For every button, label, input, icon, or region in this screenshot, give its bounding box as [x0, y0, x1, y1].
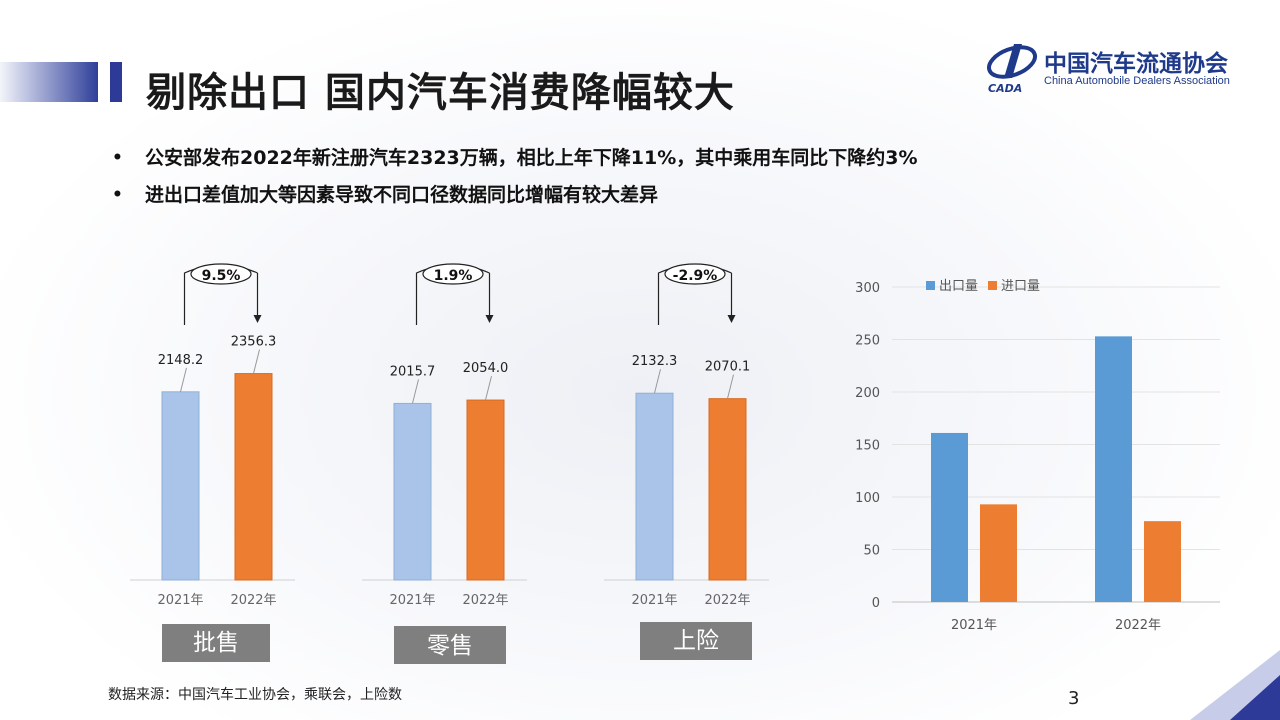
- title-accent-block: [110, 62, 122, 102]
- title-accent-bar: [0, 62, 98, 102]
- data-label: 2054.0: [463, 361, 509, 376]
- bullet-list: • 公安部发布2022年新注册汽车2323万辆，相比上年下降11%，其中乘用车同…: [112, 145, 992, 219]
- legend-swatch: [926, 281, 935, 290]
- bullet-text: 公安部发布2022年新注册汽车2323万辆，相比上年下降11%，其中乘用车同比下…: [145, 147, 918, 169]
- growth-arrowhead: [485, 315, 494, 323]
- leader-line: [727, 374, 734, 399]
- chart-label-wholesale: 批售: [162, 624, 270, 662]
- data-label: 2356.3: [231, 335, 277, 350]
- y-tick-label: 0: [872, 596, 880, 611]
- bar: [635, 392, 674, 581]
- legend-swatch: [988, 281, 997, 290]
- x-tick-label: 2022年: [704, 593, 750, 608]
- y-tick-label: 100: [855, 491, 880, 506]
- legend-label: 进口量: [1001, 279, 1040, 294]
- bar: [980, 504, 1017, 602]
- data-label: 2015.7: [390, 364, 436, 379]
- leader-line: [180, 367, 187, 392]
- leader-line: [485, 375, 492, 401]
- corner-decoration: [1160, 630, 1280, 720]
- chart-label-retail: 零售: [394, 626, 506, 664]
- bullet-item: • 进出口差值加大等因素导致不同口径数据同比增幅有较大差异: [112, 182, 992, 208]
- bar: [393, 402, 432, 581]
- growth-label: -2.9%: [673, 268, 718, 284]
- y-tick-label: 250: [855, 334, 880, 349]
- page-number: 3: [1068, 688, 1080, 709]
- bar: [234, 373, 273, 581]
- wholesale-bar-chart: 2148.2 2021年 2356.3 2022年 9.5%: [130, 263, 295, 608]
- logo-english-name: China Automobile Dealers Association: [1044, 75, 1230, 87]
- growth-arrowhead: [253, 315, 262, 323]
- bar: [161, 391, 200, 581]
- data-label: 2070.1: [705, 360, 751, 375]
- x-tick-label: 2021年: [157, 593, 203, 608]
- bar: [466, 399, 505, 581]
- cada-logo: CADA 中国汽车流通协会 China Automobile Dealers A…: [984, 38, 1244, 95]
- x-tick-label: 2022年: [1115, 618, 1161, 633]
- logo-mark-text: CADA: [988, 82, 1022, 94]
- leader-line: [412, 379, 419, 404]
- chart-label-insurance: 上险: [640, 622, 752, 660]
- x-tick-label: 2021年: [389, 593, 435, 608]
- bar: [1095, 336, 1132, 602]
- growth-badge: [190, 263, 252, 285]
- logo-chinese-name: 中国汽车流通协会: [1044, 51, 1228, 77]
- y-tick-label: 150: [855, 439, 880, 454]
- growth-label: 9.5%: [202, 268, 241, 284]
- y-tick-label: 50: [863, 544, 880, 559]
- growth-label: 1.9%: [434, 268, 473, 284]
- x-tick-label: 2022年: [230, 593, 276, 608]
- leader-line: [253, 349, 260, 374]
- bar: [931, 432, 968, 602]
- import-export-bar-chart: 0 50 100 150 200 250 300 2021年 2022年 出口量 进口量: [855, 279, 1220, 633]
- bullet-text: 进出口差值加大等因素导致不同口径数据同比增幅有较大差异: [145, 184, 659, 206]
- x-tick-label: 2021年: [631, 593, 677, 608]
- retail-bar-chart: 2015.7 2021年 2054.0 2022年 1.9%: [362, 263, 527, 608]
- y-tick-label: 300: [855, 281, 880, 296]
- bullet-symbol: •: [112, 185, 123, 205]
- x-tick-label: 2022年: [462, 593, 508, 608]
- y-tick-label: 200: [855, 386, 880, 401]
- data-label: 2148.2: [158, 353, 204, 368]
- x-tick-label: 2021年: [951, 618, 997, 633]
- cada-logo-icon: CADA: [987, 44, 1037, 95]
- growth-arrowhead: [727, 315, 736, 323]
- insurance-bar-chart: 2132.3 2021年 2070.1 2022年 -2.9%: [604, 263, 769, 608]
- growth-badge: [422, 263, 484, 285]
- bullet-item: • 公安部发布2022年新注册汽车2323万辆，相比上年下降11%，其中乘用车同…: [112, 145, 992, 171]
- data-label: 2132.3: [632, 354, 678, 369]
- bar: [708, 398, 747, 581]
- page-title: 剔除出口 国内汽车消费降幅较大: [146, 70, 735, 116]
- leader-line: [654, 369, 661, 394]
- bar: [1144, 521, 1181, 602]
- bullet-symbol: •: [112, 148, 123, 168]
- data-source-footnote: 数据来源：中国汽车工业协会，乘联会，上险数: [108, 687, 402, 703]
- growth-badge: [664, 263, 726, 285]
- legend-label: 出口量: [939, 279, 978, 294]
